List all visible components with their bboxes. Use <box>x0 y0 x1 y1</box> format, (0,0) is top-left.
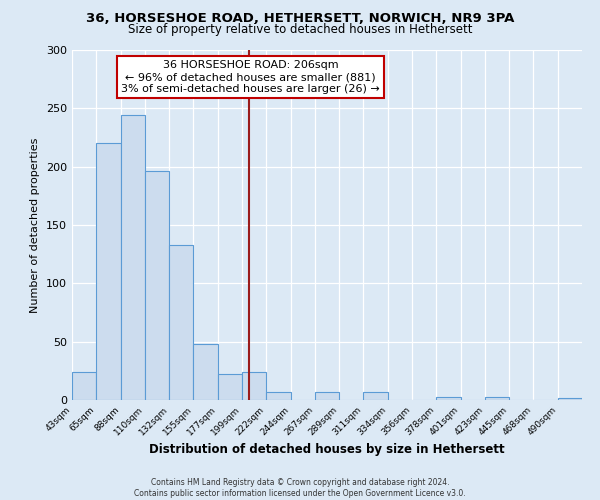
Y-axis label: Number of detached properties: Number of detached properties <box>31 138 40 312</box>
Text: 36 HORSESHOE ROAD: 206sqm
← 96% of detached houses are smaller (881)
3% of semi-: 36 HORSESHOE ROAD: 206sqm ← 96% of detac… <box>121 60 380 94</box>
Bar <box>436 396 461 400</box>
Text: 36, HORSESHOE ROAD, HETHERSETT, NORWICH, NR9 3PA: 36, HORSESHOE ROAD, HETHERSETT, NORWICH,… <box>86 12 514 26</box>
Bar <box>96 144 121 400</box>
Bar <box>72 372 96 400</box>
Bar <box>315 392 339 400</box>
Bar <box>218 374 242 400</box>
Bar <box>193 344 218 400</box>
Bar <box>169 245 193 400</box>
Text: Size of property relative to detached houses in Hethersett: Size of property relative to detached ho… <box>128 22 472 36</box>
Bar <box>242 372 266 400</box>
Bar <box>485 396 509 400</box>
Bar <box>558 398 582 400</box>
X-axis label: Distribution of detached houses by size in Hethersett: Distribution of detached houses by size … <box>149 442 505 456</box>
Bar <box>364 392 388 400</box>
Text: Contains HM Land Registry data © Crown copyright and database right 2024.
Contai: Contains HM Land Registry data © Crown c… <box>134 478 466 498</box>
Bar <box>121 116 145 400</box>
Bar <box>266 392 290 400</box>
Bar <box>145 172 169 400</box>
